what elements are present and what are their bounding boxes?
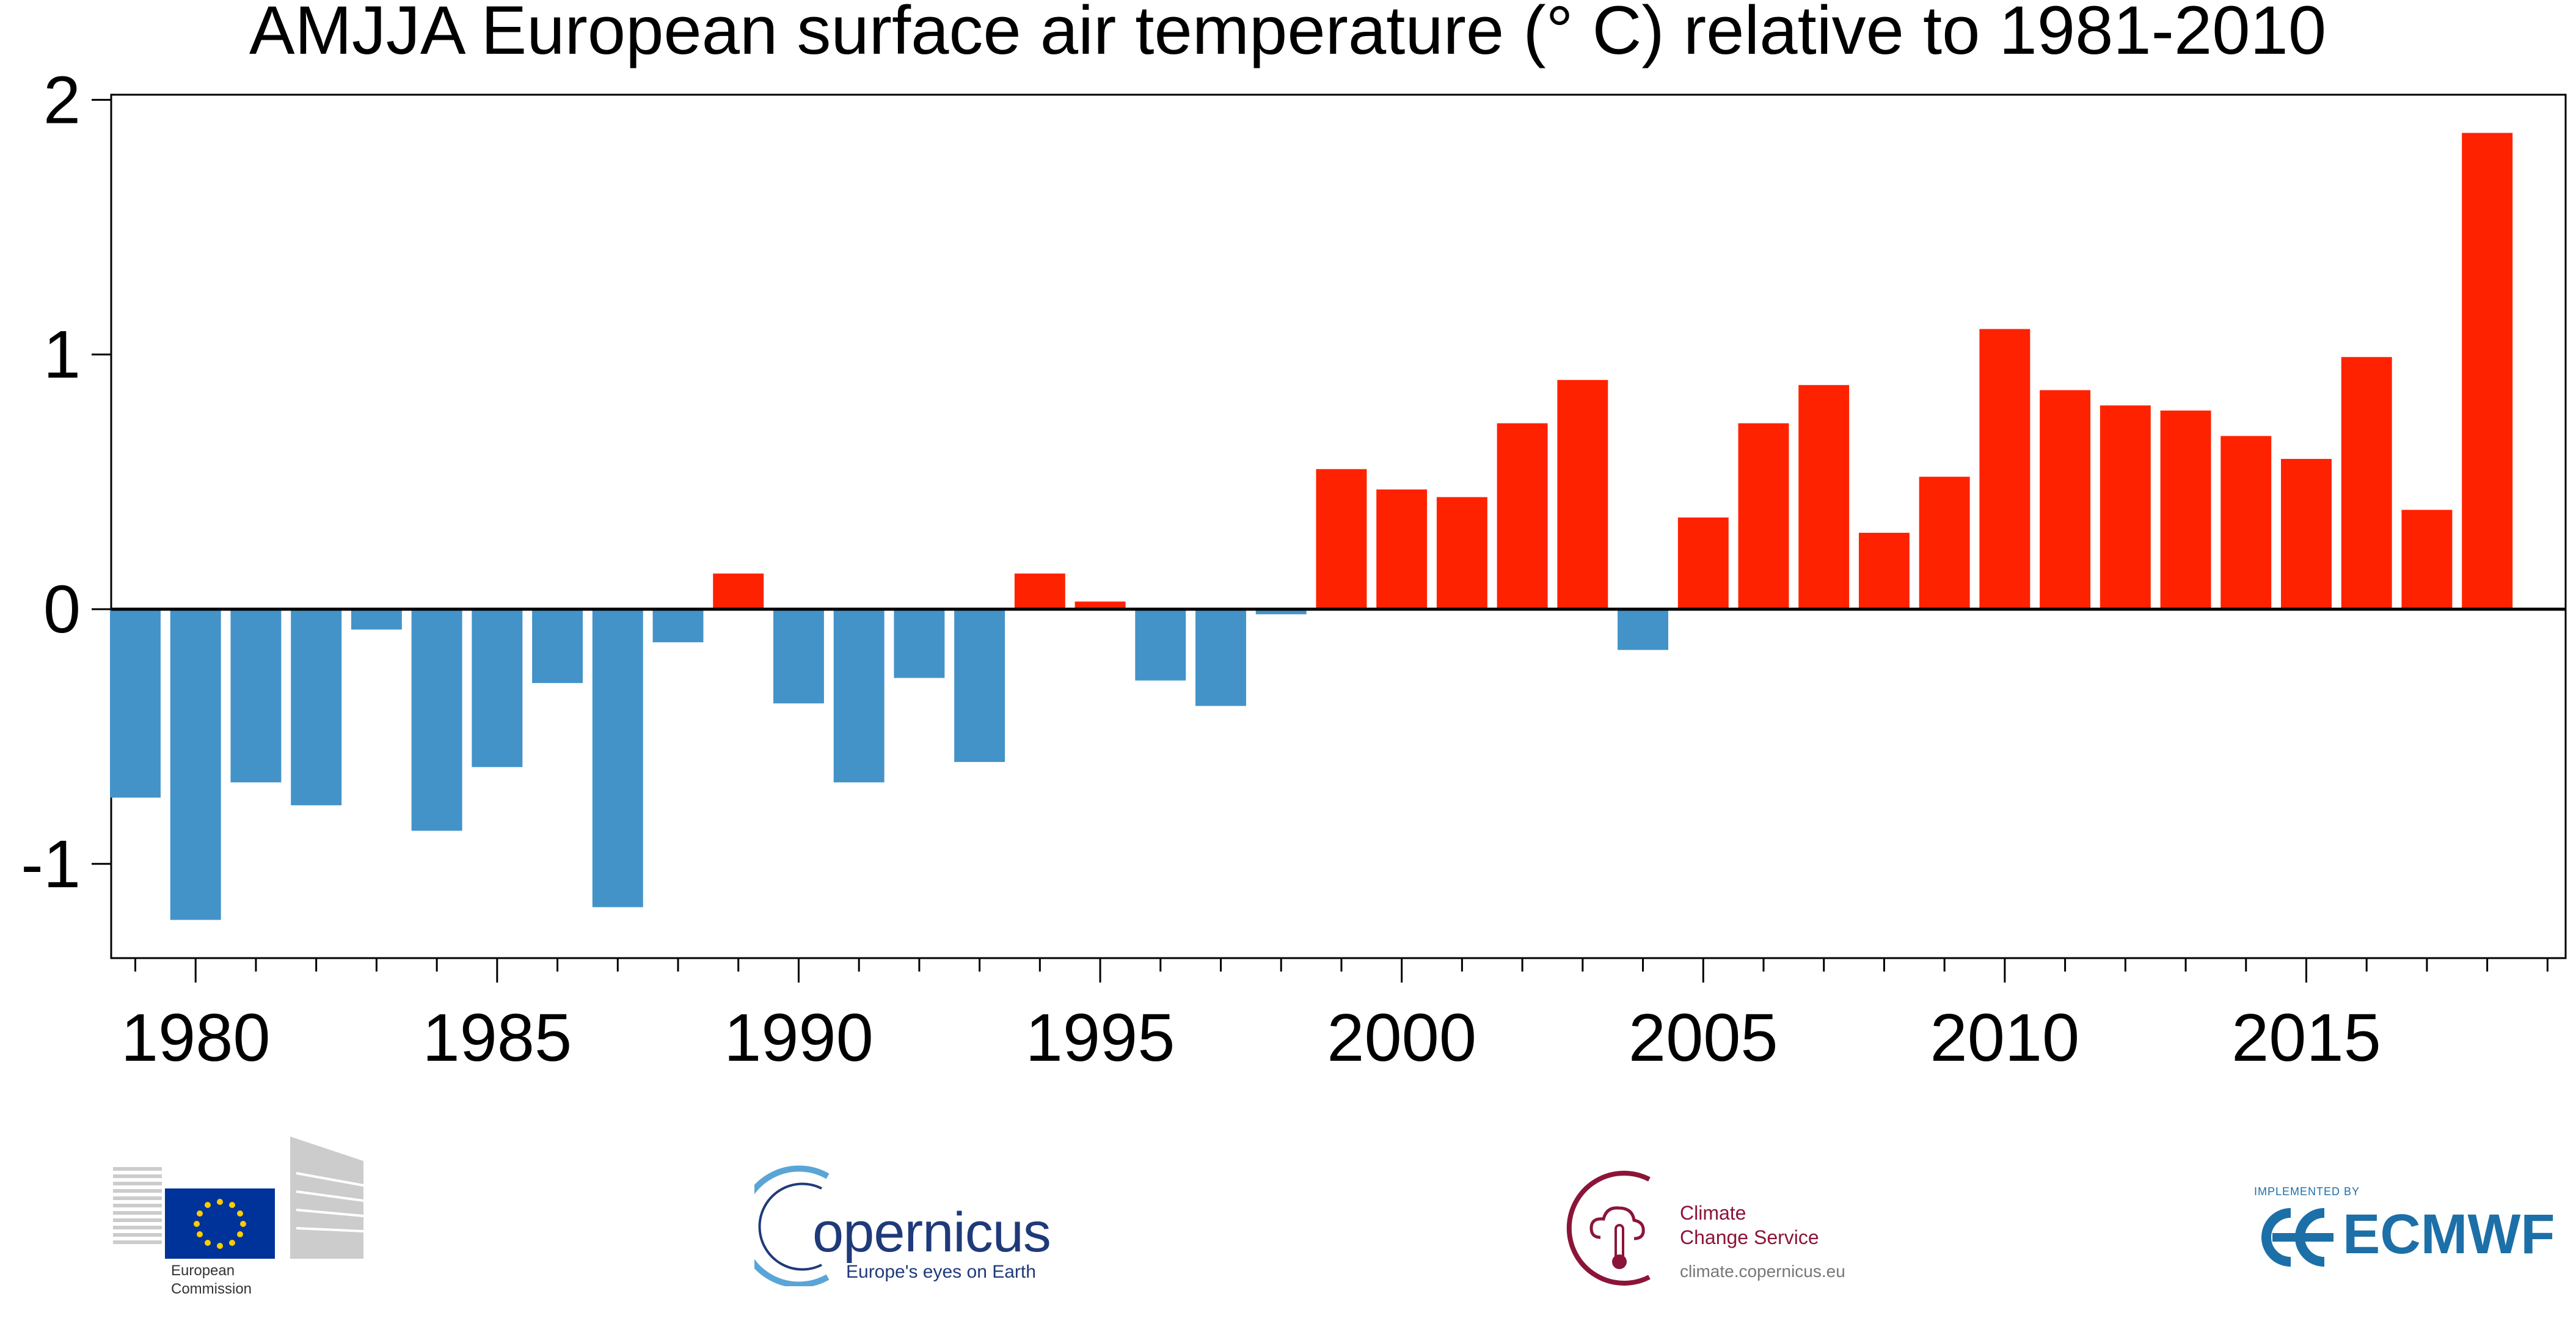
bar-1984: [411, 609, 462, 831]
bar-2015: [2281, 459, 2332, 609]
copernicus-logo: opernicus Europe's eyes on Earth: [754, 1164, 1072, 1286]
copernicus-tagline: Europe's eyes on Earth: [846, 1262, 1036, 1282]
chart-title: AMJJA European surface air temperature (…: [249, 0, 2326, 68]
x-tick-label: 2000: [1327, 1000, 1476, 1075]
copernicus-wordmark: opernicus: [812, 1201, 1051, 1264]
bar-2003: [1557, 379, 1608, 609]
copernicus-arc-icon: [754, 1165, 830, 1286]
x-tick-label: 2005: [1629, 1000, 1778, 1075]
thermometer-cloud-icon: [1566, 1171, 1651, 1286]
ec-building-icon: [113, 1137, 364, 1259]
c3s-url: climate.copernicus.eu: [1680, 1262, 1845, 1281]
bar-1995: [1075, 601, 1126, 609]
bar-1990: [773, 609, 824, 704]
bar-1989: [713, 573, 764, 609]
y-tick-label: -1: [21, 827, 81, 902]
bar-2009: [1919, 477, 1970, 609]
european-commission-logo: European Commission: [113, 1137, 370, 1308]
x-axis: 1980 1985 1990 1995 2000 2005 2010 2015: [121, 958, 2549, 1075]
bar-2013: [2160, 410, 2211, 609]
bar-1986: [532, 609, 583, 683]
bar-2016: [2341, 357, 2392, 609]
ecmwf-wordmark: ECMWF: [2343, 1203, 2555, 1265]
y-tick-label: 0: [43, 572, 81, 647]
c3s-logo: Climate Change Service climate.copernicu…: [1558, 1164, 1875, 1286]
bar-2000: [1376, 489, 1428, 609]
bar-1994: [1014, 573, 1065, 609]
bar-1979: [110, 609, 161, 798]
x-tick-label: 1980: [121, 1000, 271, 1075]
y-axis: -1 0 1 2: [21, 62, 111, 902]
ecmwf-implemented-by: IMPLEMENTED BY: [2254, 1185, 2360, 1198]
bar-2012: [2100, 405, 2151, 609]
bar-2011: [2040, 390, 2091, 609]
bar-1991: [833, 609, 885, 783]
x-tick-label: 1995: [1026, 1000, 1175, 1075]
bar-1999: [1316, 469, 1367, 609]
bar-1983: [351, 609, 402, 630]
eu-stars-icon: [194, 1199, 246, 1249]
ecmwf-swirl-icon: [2261, 1208, 2333, 1267]
bar-1982: [291, 609, 342, 805]
ec-label-line2: Commission: [171, 1281, 252, 1297]
bar-1992: [894, 609, 945, 678]
x-tick-label: 1990: [724, 1000, 874, 1075]
bar-2004: [1618, 609, 1669, 650]
bar-2014: [2220, 436, 2272, 609]
bar-2008: [1858, 532, 1910, 609]
bar-1980: [170, 609, 221, 920]
bar-2006: [1738, 423, 1789, 609]
y-tick-label: 2: [43, 62, 81, 137]
x-tick-label: 2015: [2231, 1000, 2381, 1075]
x-tick-label: 2010: [1930, 1000, 2080, 1075]
bar-2002: [1497, 423, 1548, 609]
bar-1997: [1195, 609, 1246, 706]
ecmwf-logo: IMPLEMENTED BY ECMWF: [2254, 1185, 2572, 1271]
bar-1981: [230, 609, 282, 783]
bar-1993: [954, 609, 1005, 763]
bar-2017: [2401, 510, 2453, 609]
c3s-name-line1: Climate: [1680, 1202, 1746, 1224]
bar-2001: [1436, 497, 1487, 609]
bar-1998: [1255, 609, 1307, 615]
bar-2010: [1979, 329, 2031, 609]
bar-1996: [1135, 609, 1186, 681]
c3s-name: Climate Change Service: [1680, 1201, 1819, 1250]
y-tick-label: 1: [43, 317, 81, 392]
bars-group: [110, 133, 2513, 920]
x-tick-label: 1985: [422, 1000, 572, 1075]
plot-frame: [110, 93, 2567, 959]
c3s-name-line2: Change Service: [1680, 1226, 1819, 1248]
bar-2007: [1798, 385, 1850, 609]
ec-label-line1: European: [171, 1262, 235, 1279]
bar-2018: [2462, 133, 2513, 609]
bar-1988: [652, 609, 704, 643]
bar-2005: [1677, 517, 1729, 609]
bar-1985: [472, 609, 523, 767]
bar-1987: [592, 609, 643, 907]
